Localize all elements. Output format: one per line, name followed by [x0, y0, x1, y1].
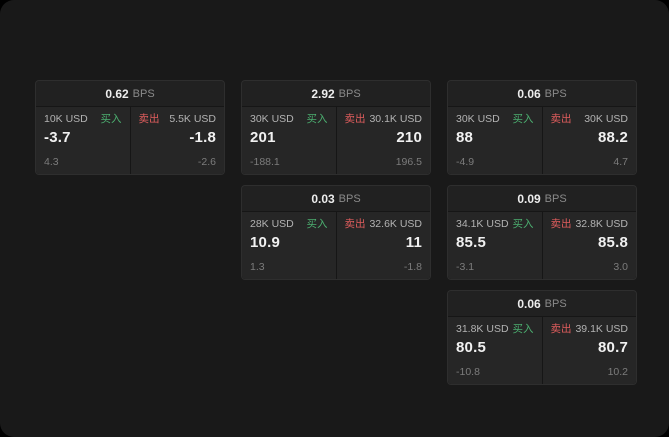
- sell-label: 卖出: [550, 323, 572, 335]
- buy-price: 10.9: [250, 234, 280, 251]
- buy-label: 买入: [512, 323, 534, 335]
- sell-panel[interactable]: 卖出 32.8K USD 85.8 3.0: [542, 212, 636, 279]
- buy-label: 买入: [100, 113, 122, 125]
- buy-panel[interactable]: 30K USD 买入 88 -4.9: [448, 107, 542, 174]
- bps-value: 0.03: [311, 191, 335, 206]
- sell-price: 80.7: [598, 339, 628, 356]
- sell-amount: 32.8K USD: [575, 218, 628, 230]
- quote-card: 0.62 BPS 10K USD 买入 -3.7 4.3 卖出 5.5K USD: [35, 80, 225, 175]
- bps-value: 0.62: [105, 86, 129, 101]
- bps-value: 2.92: [311, 86, 335, 101]
- bps-value: 0.06: [517, 86, 541, 101]
- sell-panel[interactable]: 卖出 30K USD 88.2 4.7: [542, 107, 636, 174]
- sell-label: 卖出: [344, 218, 366, 230]
- quote-card: 0.06 BPS 31.8K USD 买入 80.5 -10.8 卖出 39.1…: [447, 290, 637, 385]
- buy-amount: 30K USD: [250, 113, 294, 125]
- bps-header: 0.62 BPS: [36, 81, 224, 107]
- sell-amount: 32.6K USD: [369, 218, 422, 230]
- sell-amount: 39.1K USD: [575, 323, 628, 335]
- sell-sub-value: 196.5: [395, 156, 422, 168]
- sell-panel[interactable]: 卖出 30.1K USD 210 196.5: [336, 107, 430, 174]
- bps-unit-label: BPS: [544, 87, 567, 100]
- buy-sub-value: -3.1: [456, 261, 475, 273]
- buy-panel[interactable]: 34.1K USD 买入 85.5 -3.1: [448, 212, 542, 279]
- sell-panel[interactable]: 卖出 32.6K USD 11 -1.8: [336, 212, 430, 279]
- sell-amount: 30K USD: [584, 113, 628, 125]
- buy-sub-value: -10.8: [456, 366, 480, 378]
- sell-label: 卖出: [550, 218, 572, 230]
- sell-sub-value: 10.2: [607, 366, 628, 378]
- sell-price: 210: [396, 129, 422, 146]
- bps-unit-label: BPS: [338, 192, 361, 205]
- buy-label: 买入: [306, 113, 328, 125]
- buy-panel[interactable]: 30K USD 买入 201 -188.1: [242, 107, 336, 174]
- sell-price: 11: [405, 234, 422, 251]
- buy-panel[interactable]: 28K USD 买入 10.9 1.3: [242, 212, 336, 279]
- buy-panel[interactable]: 31.8K USD 买入 80.5 -10.8: [448, 317, 542, 384]
- buy-sub-value: 4.3: [44, 156, 59, 168]
- sell-label: 卖出: [138, 113, 160, 125]
- bps-unit-label: BPS: [132, 87, 155, 100]
- bps-header: 2.92 BPS: [242, 81, 430, 107]
- buy-sub-value: -188.1: [250, 156, 280, 168]
- sell-sub-value: -1.8: [403, 261, 422, 273]
- buy-amount: 34.1K USD: [456, 218, 509, 230]
- quote-card: 2.92 BPS 30K USD 买入 201 -188.1 卖出 30.1K …: [241, 80, 431, 175]
- sell-sub-value: 4.7: [613, 156, 628, 168]
- sell-amount: 5.5K USD: [169, 113, 216, 125]
- quote-card: 0.09 BPS 34.1K USD 买入 85.5 -3.1 卖出 32.8K…: [447, 185, 637, 280]
- sell-price: 85.8: [598, 234, 628, 251]
- bps-header: 0.06 BPS: [448, 291, 636, 317]
- bps-header: 0.03 BPS: [242, 186, 430, 212]
- bps-value: 0.06: [517, 296, 541, 311]
- buy-label: 买入: [306, 218, 328, 230]
- buy-label: 买入: [512, 218, 534, 230]
- buy-price: 85.5: [456, 234, 486, 251]
- bps-unit-label: BPS: [544, 297, 567, 310]
- buy-sub-value: -4.9: [456, 156, 475, 168]
- sell-label: 卖出: [344, 113, 366, 125]
- buy-amount: 31.8K USD: [456, 323, 509, 335]
- sell-sub-value: -2.6: [197, 156, 216, 168]
- bps-value: 0.09: [517, 191, 541, 206]
- sell-panel[interactable]: 卖出 39.1K USD 80.7 10.2: [542, 317, 636, 384]
- buy-panel[interactable]: 10K USD 买入 -3.7 4.3: [36, 107, 130, 174]
- buy-amount: 28K USD: [250, 218, 294, 230]
- bps-header: 0.09 BPS: [448, 186, 636, 212]
- buy-label: 买入: [512, 113, 534, 125]
- sell-sub-value: 3.0: [613, 261, 628, 273]
- sell-price: 88.2: [598, 129, 628, 146]
- buy-amount: 10K USD: [44, 113, 88, 125]
- buy-amount: 30K USD: [456, 113, 500, 125]
- bps-unit-label: BPS: [338, 87, 361, 100]
- sell-price: -1.8: [189, 129, 216, 146]
- sell-amount: 30.1K USD: [369, 113, 422, 125]
- quote-card-grid: 0.62 BPS 10K USD 买入 -3.7 4.3 卖出 5.5K USD: [35, 80, 637, 385]
- bps-unit-label: BPS: [544, 192, 567, 205]
- sell-label: 卖出: [550, 113, 572, 125]
- buy-price: 88: [456, 129, 474, 146]
- bps-header: 0.06 BPS: [448, 81, 636, 107]
- quote-card: 0.06 BPS 30K USD 买入 88 -4.9 卖出 30K USD: [447, 80, 637, 175]
- buy-price: -3.7: [44, 129, 71, 146]
- buy-price: 80.5: [456, 339, 486, 356]
- sell-panel[interactable]: 卖出 5.5K USD -1.8 -2.6: [130, 107, 224, 174]
- quote-card: 0.03 BPS 28K USD 买入 10.9 1.3 卖出 32.6K US…: [241, 185, 431, 280]
- buy-sub-value: 1.3: [250, 261, 265, 273]
- buy-price: 201: [250, 129, 276, 146]
